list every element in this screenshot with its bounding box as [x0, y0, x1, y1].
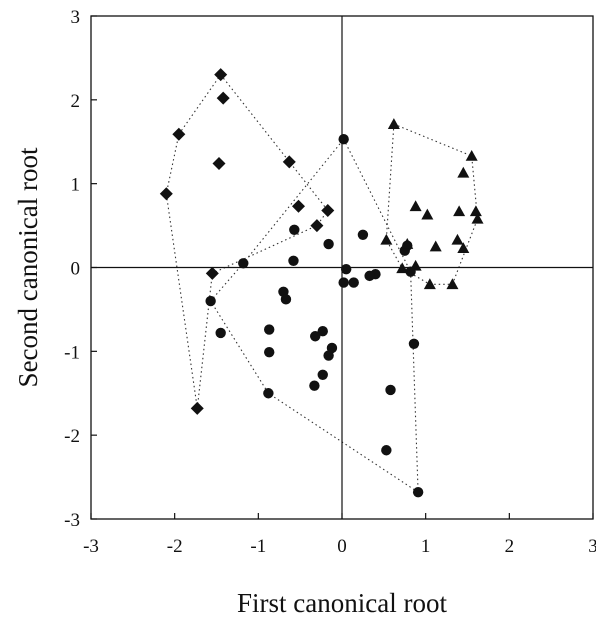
circle-point — [205, 295, 216, 307]
triangle-point — [451, 233, 464, 245]
y-tick-label: 3 — [71, 7, 81, 28]
x-tick-label: -2 — [167, 536, 183, 557]
triangle-point — [387, 118, 400, 129]
circle-point — [280, 294, 292, 305]
triangle-point — [429, 240, 442, 252]
circle-point — [317, 369, 328, 381]
diamond-point — [291, 199, 305, 213]
circle-point — [340, 263, 352, 275]
x-tick-label: 2 — [505, 536, 515, 557]
circle-point — [309, 380, 320, 391]
triangle-point — [401, 238, 414, 249]
triangle-point — [465, 150, 478, 161]
circle-point — [310, 331, 321, 342]
y-tick-label: -3 — [64, 510, 80, 531]
y-axis-title: Second canonical root — [13, 147, 43, 387]
diamond-point — [321, 203, 335, 217]
circle-point — [317, 326, 328, 337]
y-tick-label: -1 — [64, 342, 80, 363]
point-layer — [159, 68, 484, 498]
triangle-point — [421, 208, 434, 220]
circle-point — [364, 270, 375, 282]
triangle-point — [457, 242, 470, 254]
x-tick-label: -3 — [83, 536, 99, 557]
circle-point — [385, 384, 396, 396]
diamond-point — [216, 91, 230, 105]
diamond-point — [212, 157, 226, 171]
circle-point — [412, 486, 424, 498]
triangle-point — [469, 205, 482, 217]
x-tick-label: 0 — [337, 536, 347, 557]
circle-point — [263, 388, 274, 399]
circle-point — [215, 327, 226, 339]
diamond-point — [159, 187, 173, 201]
triangle-point — [396, 262, 409, 274]
diamond-point — [282, 155, 296, 169]
circle-point — [264, 324, 275, 335]
x-axis-title: First canonical root — [237, 588, 447, 618]
circle-point — [238, 258, 249, 269]
circle-point — [348, 277, 359, 288]
circle-point — [408, 338, 420, 349]
x-tick-label: 3 — [588, 536, 596, 557]
circle-group-hull — [209, 138, 419, 494]
diamond-point — [172, 127, 186, 141]
triangle-point — [471, 212, 484, 224]
triangle-point — [423, 278, 436, 290]
diamond-point — [214, 68, 228, 82]
y-tick-label: 2 — [71, 91, 81, 112]
circle-point — [338, 134, 349, 145]
triangle-point — [457, 166, 470, 178]
triangle-point — [409, 259, 422, 271]
diamond-point — [190, 401, 204, 415]
tick-layer: -3 -2 -1 0 1 2 3 3 2 1 0 -1 -2 -3 — [64, 7, 596, 557]
circle-point — [289, 224, 300, 235]
circle-point — [381, 445, 392, 456]
triangle-point — [409, 200, 422, 212]
y-tick-label: 1 — [71, 175, 81, 196]
x-tick-label: -1 — [250, 536, 266, 557]
triangle-point — [453, 205, 466, 217]
y-tick-label: 0 — [71, 259, 81, 280]
circle-point — [288, 255, 299, 266]
circle-point — [338, 277, 349, 288]
triangle-group-hull — [385, 123, 479, 285]
circle-point — [323, 350, 334, 361]
circle-point — [357, 229, 369, 241]
y-tick-label: -2 — [64, 426, 80, 447]
circle-point — [264, 346, 275, 358]
diamond-point — [310, 219, 324, 233]
circle-point — [323, 238, 334, 250]
x-tick-label: 1 — [421, 536, 431, 557]
triangle-point — [380, 233, 393, 245]
diamond-point — [205, 266, 219, 280]
triangle-point — [446, 278, 459, 290]
